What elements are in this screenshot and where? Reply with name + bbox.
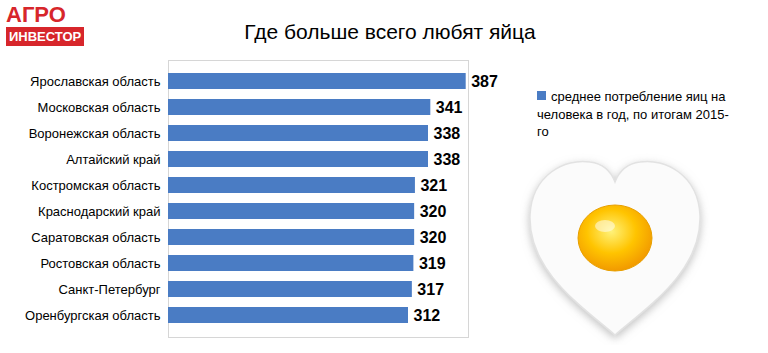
svg-text:Ростовская область: Ростовская область xyxy=(40,256,160,271)
svg-text:Воронежская область: Воронежская область xyxy=(29,126,161,141)
svg-text:Санкт-Петербург: Санкт-Петербург xyxy=(59,282,161,297)
svg-text:317: 317 xyxy=(417,281,444,298)
svg-text:Московская область: Московская область xyxy=(37,100,160,115)
svg-text:Костромская область: Костромская область xyxy=(31,178,160,193)
html-text:среднее потребление яиц на чел: среднее потребление яиц на человека в го… xyxy=(537,89,729,140)
svg-text:387: 387 xyxy=(471,73,498,90)
html-text:ИНВЕСТОР: ИНВЕСТОР xyxy=(9,29,82,44)
svg-text:Алтайский край: Алтайский край xyxy=(66,152,160,167)
svg-text:320: 320 xyxy=(420,203,447,220)
svg-text:319: 319 xyxy=(419,255,446,272)
svg-text:Оренбургская область: Оренбургская область xyxy=(25,308,161,323)
html-text:Где больше всего любят яйца: Где больше всего любят яйца xyxy=(244,20,536,43)
svg-text:Краснодарский край: Краснодарский край xyxy=(38,204,160,219)
svg-text:338: 338 xyxy=(434,125,461,142)
svg-text:338: 338 xyxy=(434,151,461,168)
html-text:АГРО: АГРО xyxy=(6,2,66,27)
svg-text:320: 320 xyxy=(420,229,447,246)
svg-text:Саратовская область: Саратовская область xyxy=(31,230,160,245)
svg-text:341: 341 xyxy=(436,99,463,116)
svg-text:321: 321 xyxy=(420,177,447,194)
svg-text:Ярославская область: Ярославская область xyxy=(30,74,161,89)
svg-text:312: 312 xyxy=(414,307,441,324)
